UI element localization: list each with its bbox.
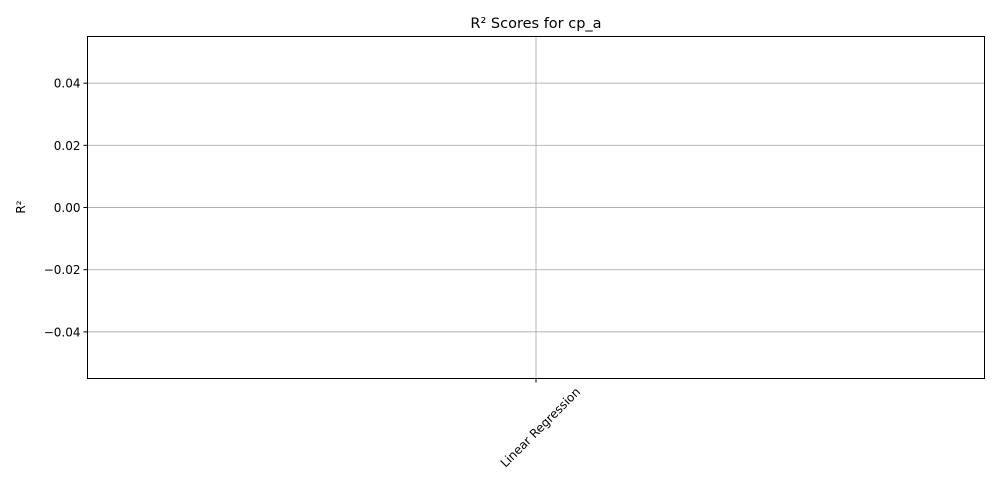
y-tick-label: −0.02 [44,263,81,277]
gridlines [87,36,985,379]
x-axis-ticks: Linear Regression [498,378,583,470]
y-axis-ticks: −0.04 −0.02 0.00 0.02 0.04 [44,77,88,339]
y-tick-label: 0.00 [54,201,81,215]
chart-title: R² Scores for cp_a [470,16,601,32]
y-tick-label: −0.04 [44,325,81,339]
y-tick-label: 0.04 [54,77,81,91]
x-tick-label: Linear Regression [498,385,583,470]
y-axis-label: R² [14,200,28,213]
plot-frame [87,36,985,379]
y-tick-label: 0.02 [54,139,81,153]
